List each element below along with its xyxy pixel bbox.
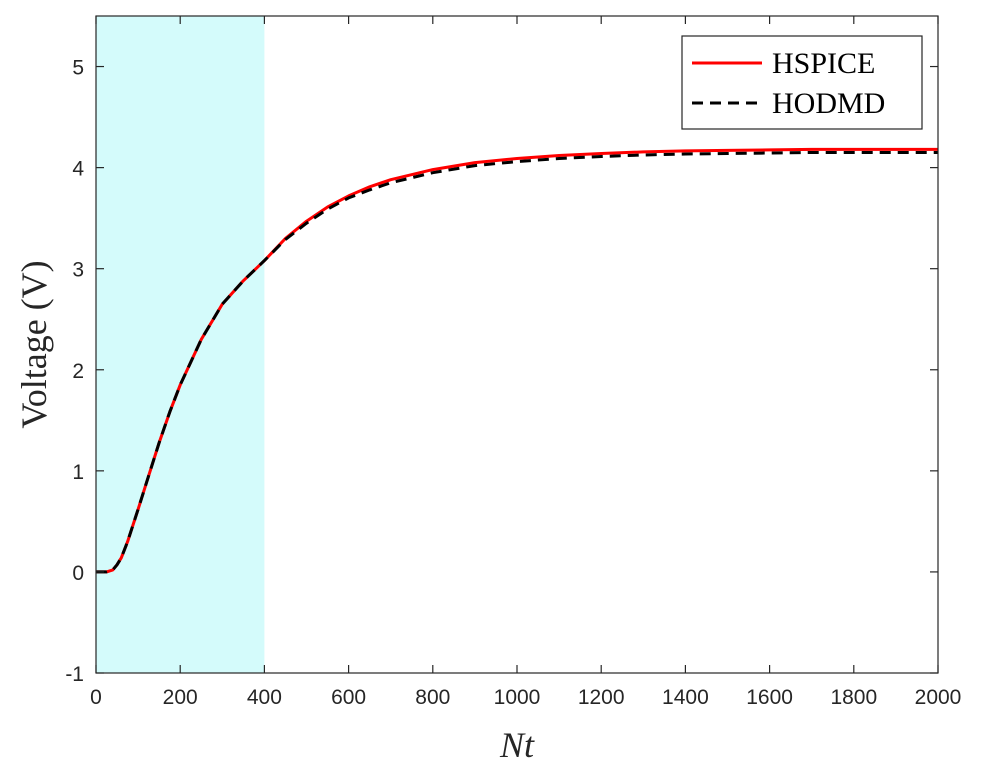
training-window-shade	[96, 16, 265, 673]
y-tick-label: 3	[72, 259, 84, 282]
y-tick-label: 2	[72, 360, 84, 383]
x-tick-label: 2000	[915, 686, 962, 709]
series-line-hodmd	[96, 151, 938, 574]
x-tick-label: 800	[415, 686, 450, 709]
x-tick-label: 1000	[494, 686, 541, 709]
series-line-hspice	[96, 147, 938, 574]
y-tick-label: 4	[72, 158, 84, 181]
legend-label-hspice: HSPICE	[772, 47, 875, 80]
x-tick-label: 600	[331, 686, 366, 709]
x-tick-label: 200	[163, 686, 198, 709]
legend-label-hodmd: HODMD	[772, 87, 885, 120]
y-axis-title: Voltage (V)	[14, 260, 54, 428]
legend-box	[681, 35, 923, 130]
legend: HSPICE HODMD	[681, 35, 923, 130]
y-tick-label: -1	[65, 663, 84, 686]
x-tick-label: 400	[247, 686, 282, 709]
x-tick-labels: 0 200 400 600 800 1000 1200 1400 1600 1800 2000	[90, 686, 961, 709]
y-tick-label: 1	[72, 461, 84, 484]
x-tick-label: 1600	[746, 686, 793, 709]
x-tick-label: 1200	[578, 686, 625, 709]
x-tick-label: 1400	[662, 686, 709, 709]
y-tick-labels: -1 0 1 2 3 4 5	[65, 57, 84, 686]
x-tick-label: 0	[90, 686, 102, 709]
y-tick-label: 0	[72, 562, 84, 585]
axis-ticks	[95, 16, 939, 674]
series-lines	[96, 147, 938, 574]
y-tick-label: 5	[72, 57, 84, 80]
x-tick-label: 1800	[830, 686, 877, 709]
x-axis-title: Nt	[499, 725, 535, 765]
